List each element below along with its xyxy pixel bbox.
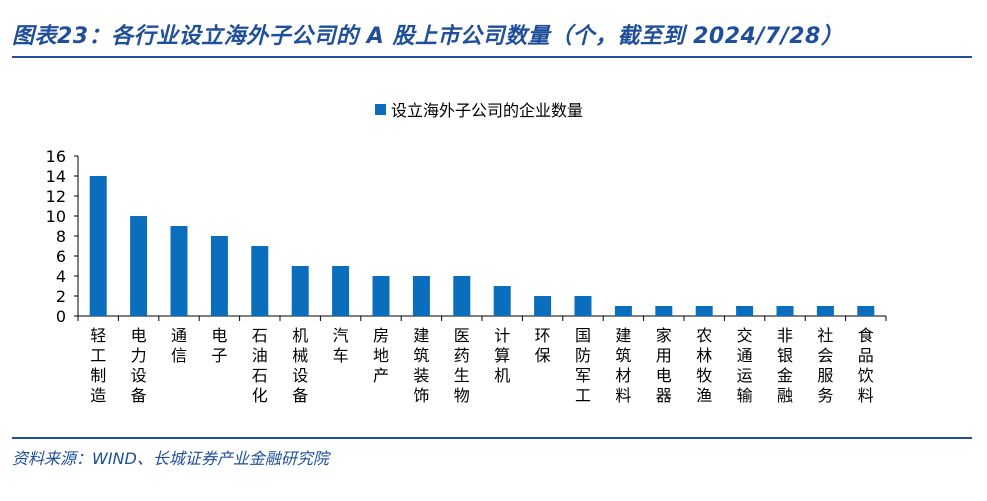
y-tick-label: 16 [46,147,66,166]
bar [857,306,875,316]
x-axis [77,315,887,321]
category-label: 石油石化 [252,326,268,405]
category-label: 环保 [535,326,551,365]
title-divider [12,56,972,58]
bar [210,236,228,316]
bars [89,176,875,316]
bar [291,266,309,316]
bar [332,266,350,316]
bar [574,296,592,316]
bar [736,306,754,316]
footer-divider [12,437,972,439]
bar [251,246,269,316]
y-tick-label: 2 [56,287,66,306]
chart-title: 图表23：各行业设立海外子公司的 A 股上市公司数量（个，截至到 2024/7/… [12,24,844,49]
category-label: 通信 [171,326,187,365]
category-label: 家用电器 [656,326,672,405]
bar [655,306,673,316]
bar [816,306,834,316]
category-label: 电力设备 [131,326,147,405]
bar [695,306,713,316]
category-label: 电子 [211,326,227,365]
y-tick-label: 6 [56,247,66,266]
y-tick-label: 14 [46,167,66,186]
category-label: 计算机 [494,326,510,385]
category-label: 交通运输 [737,326,753,405]
y-tick-label: 8 [56,227,66,246]
category-label: 轻工制造 [90,326,106,405]
legend-label: 设立海外子公司的企业数量 [391,101,583,120]
category-label: 农林牧渔 [696,326,712,405]
y-tick-label: 12 [46,187,66,206]
category-label: 食品饮料 [858,326,874,405]
bar [372,276,390,316]
y-tick-label: 0 [56,307,66,326]
category-label: 建筑材料 [615,326,631,405]
category-label: 机械设备 [292,326,308,405]
bar [453,276,471,316]
bar [412,276,430,316]
bar [170,226,188,316]
category-label: 医药生物 [454,326,470,405]
category-label: 社会服务 [817,326,833,405]
category-label: 国防军工 [575,326,591,405]
bar [534,296,552,316]
bar [89,176,107,316]
legend-swatch [375,104,386,115]
bar [614,306,632,316]
source-note: 资料来源：WIND、长城证券产业金融研究院 [12,449,329,468]
bar [776,306,794,316]
y-tick-label: 4 [56,267,66,286]
y-tick-label: 10 [46,207,66,226]
category-label: 建筑装饰 [413,326,429,405]
legend: 设立海外子公司的企业数量 [375,101,583,120]
category-label: 汽车 [333,326,349,365]
bar [493,286,511,316]
category-label: 非银金融 [777,326,793,405]
category-label: 房地产 [373,326,389,385]
bar [130,216,148,316]
